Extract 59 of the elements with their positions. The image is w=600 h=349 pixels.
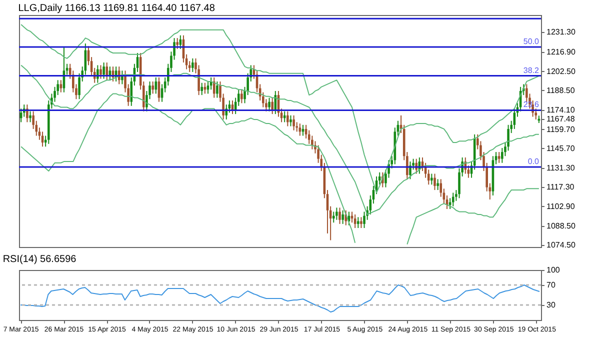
y-tick-label: 1231.30	[546, 28, 576, 37]
candlestick	[436, 178, 439, 191]
y-tick-label: 30	[546, 300, 556, 310]
candlestick	[452, 192, 454, 207]
y-tick-label: 1188.50	[546, 86, 576, 95]
candlestick	[106, 62, 108, 81]
candlestick	[154, 76, 158, 94]
y-tick-label: 1167.48	[546, 114, 576, 124]
candlestick	[356, 216, 360, 229]
y-tick-label: 1216.90	[546, 47, 576, 56]
candlestick	[292, 114, 295, 131]
candlestick	[41, 131, 44, 148]
y-tick-label: 1074.50	[546, 240, 576, 250]
y-tick-label: 1202.50	[546, 66, 576, 76]
candlestick	[212, 76, 216, 98]
line-series	[20, 284, 540, 312]
candlestick	[336, 207, 338, 220]
annotation: 50.0	[523, 37, 540, 46]
candlestick	[240, 89, 243, 104]
candlestick	[96, 64, 99, 84]
y-tick-label: 1159.70	[546, 124, 576, 134]
candlestick	[434, 173, 436, 191]
y-tick-label: 1088.50	[546, 221, 576, 230]
candlestick	[501, 147, 504, 164]
y-tick-label: 1117.30	[546, 182, 575, 192]
y-tick-label: 1102.90	[546, 202, 576, 211]
chart-title: RSI(14) 56.6596	[2, 254, 77, 265]
candlestick	[271, 97, 274, 115]
y-tick-label: 1131.30	[546, 163, 576, 172]
annotation: 38.2	[523, 66, 540, 75]
candlestick	[498, 152, 500, 164]
candlestick	[286, 110, 289, 127]
y-tick-label: 1145.70	[546, 144, 576, 153]
chart-title: LLG,Daily 1166.13 1169.81 1164.40 1167.48	[18, 3, 216, 14]
candlestick	[100, 64, 102, 80]
line-series	[20, 24, 540, 194]
candlestick	[118, 66, 120, 85]
candlestick	[409, 161, 412, 180]
candlestick	[60, 80, 62, 93]
y-tick-label: 70	[546, 280, 556, 290]
candlestick	[360, 216, 362, 229]
candlestick	[290, 114, 292, 127]
candlestick	[200, 82, 204, 96]
line-series	[20, 64, 540, 215]
candlestick	[152, 80, 154, 94]
candlestick	[332, 211, 335, 224]
candlestick	[192, 58, 194, 72]
candlestick	[176, 38, 178, 50]
annotation: 0.0	[528, 156, 540, 166]
y-tick-label: 100	[546, 266, 560, 274]
y-tick-label: 1174.10	[546, 105, 576, 114]
candlestick	[26, 104, 28, 123]
candlestick	[268, 97, 270, 112]
candlestick	[29, 110, 32, 123]
candlestick	[102, 62, 105, 80]
candlestick	[430, 173, 433, 186]
candlestick	[342, 210, 344, 224]
candlestick	[338, 207, 341, 224]
candlestick	[216, 80, 218, 98]
